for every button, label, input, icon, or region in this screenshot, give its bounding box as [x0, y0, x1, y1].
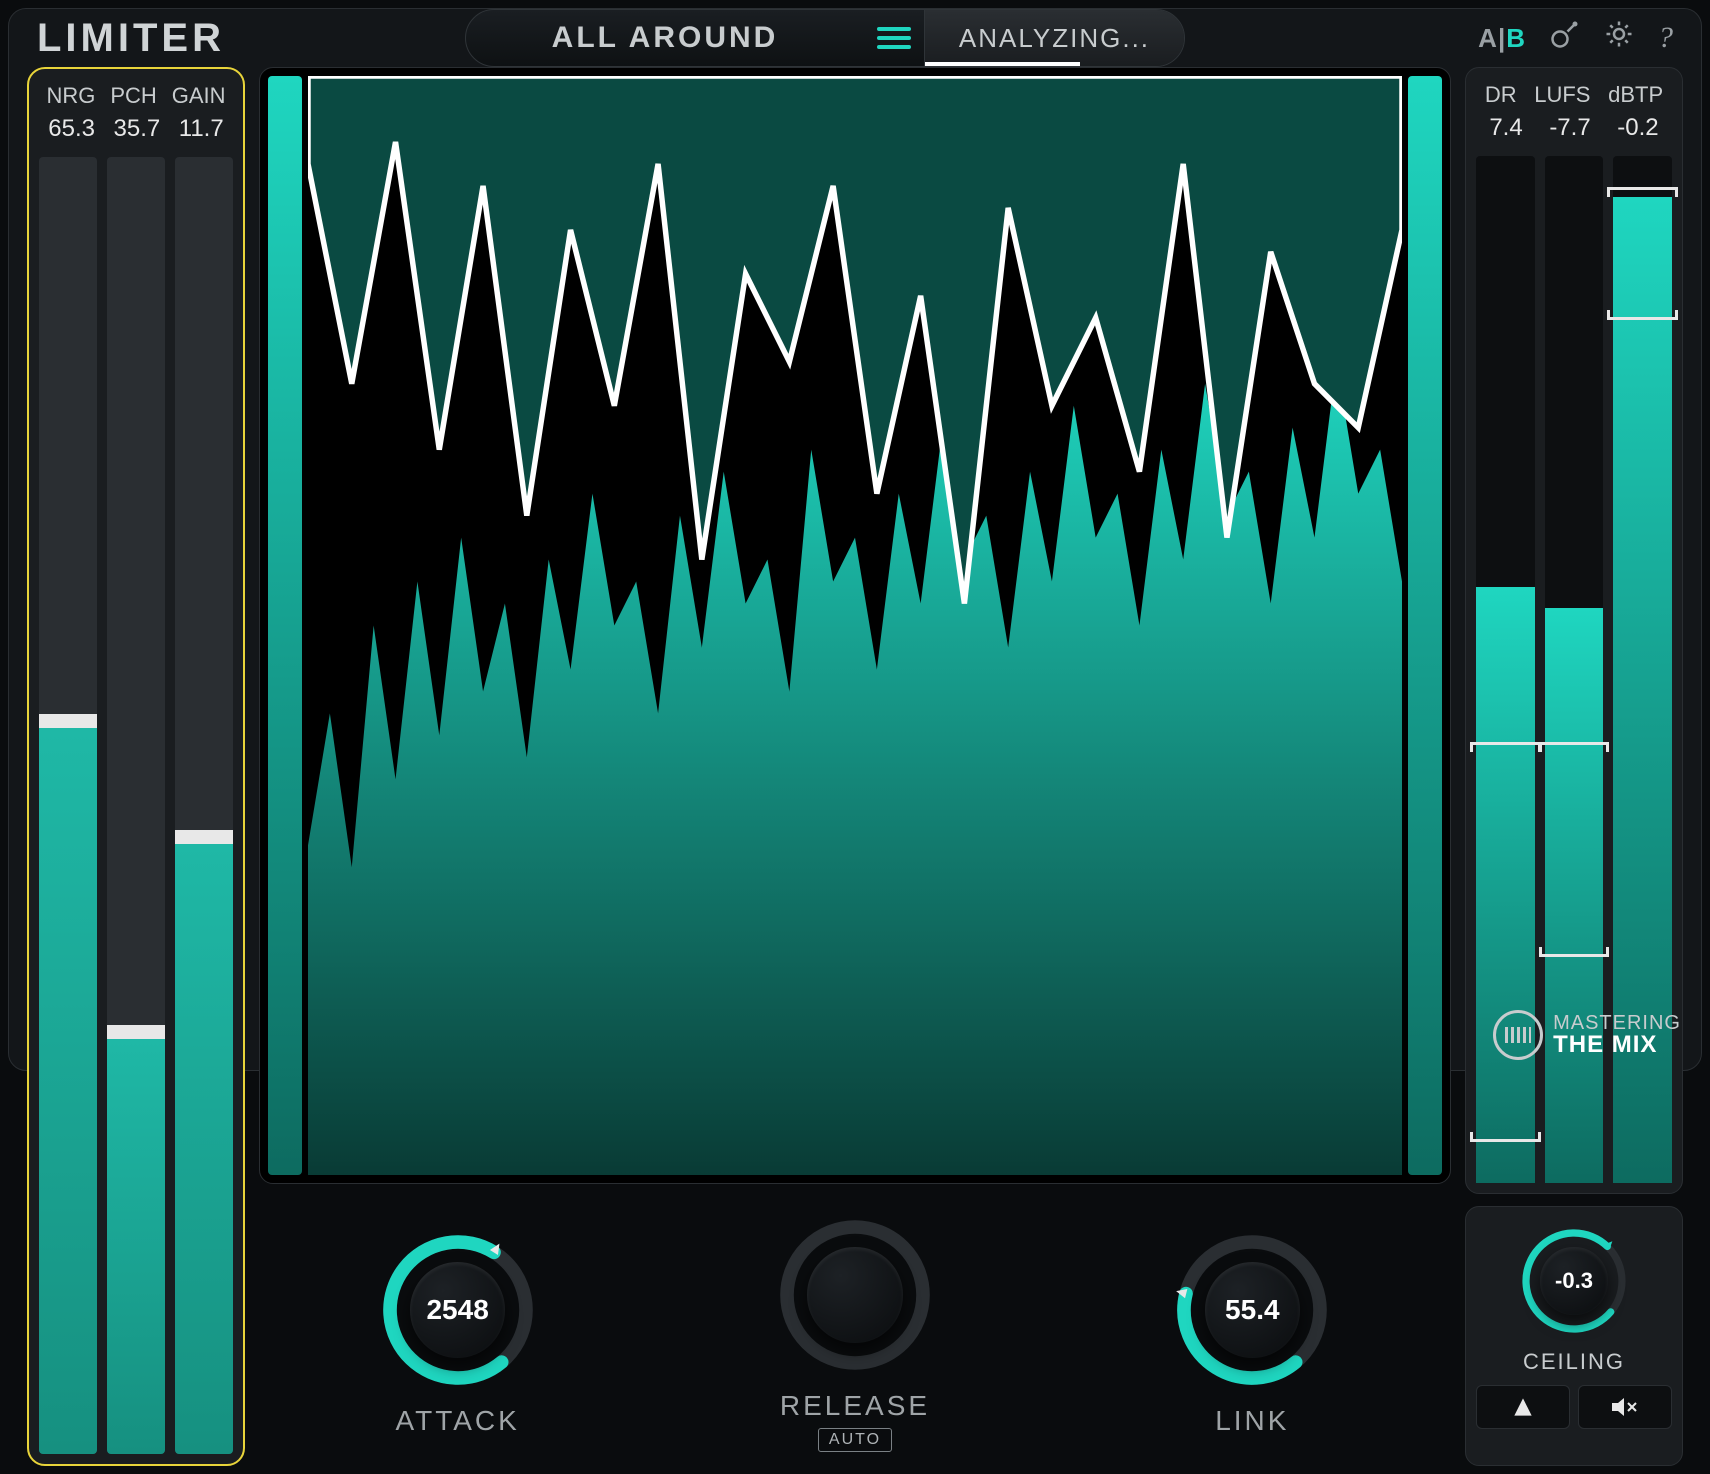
ceiling-panel: -0.3 CEILING	[1465, 1206, 1683, 1466]
dbtp-value: -0.2	[1617, 114, 1658, 142]
toolbar: A|B ?	[1478, 19, 1673, 57]
pch-slider[interactable]	[107, 157, 165, 1454]
ab-compare-button[interactable]: A|B	[1478, 23, 1526, 54]
dbtp-label: dBTP	[1608, 82, 1663, 108]
right-values: 7.4 -7.7 -0.2	[1476, 114, 1672, 142]
ceiling-label: CEILING	[1523, 1349, 1625, 1375]
pch-label: PCH	[110, 83, 156, 109]
release-label: RELEASE	[780, 1390, 930, 1422]
bypass-row	[1476, 1385, 1672, 1429]
gear-icon[interactable]	[1604, 19, 1634, 57]
nrg-slider[interactable]	[39, 157, 97, 1454]
nrg-label: NRG	[46, 83, 95, 109]
plugin-title: LIMITER	[37, 16, 225, 61]
ceiling-knob[interactable]: -0.3	[1514, 1221, 1634, 1341]
preset-selector[interactable]: ALL AROUND ANALYZING...	[465, 9, 1185, 67]
link-group: 55.4 LINK	[1167, 1225, 1337, 1437]
attack-label: ATTACK	[396, 1405, 520, 1437]
link-value: 55.4	[1205, 1262, 1300, 1357]
left-values: 65.3 35.7 11.7	[39, 115, 233, 143]
preset-menu-icon[interactable]	[864, 27, 924, 49]
gain-slider[interactable]	[175, 157, 233, 1454]
preset-name: ALL AROUND	[466, 21, 864, 55]
right-headers: DR LUFS dBTP	[1476, 82, 1672, 108]
mute-button[interactable]	[1578, 1385, 1672, 1429]
preset-status: ANALYZING...	[924, 10, 1184, 66]
brand-top: MASTERING	[1553, 1013, 1681, 1033]
center-panel: 2548 ATTACK RELEASE AUTO	[259, 67, 1451, 1466]
left-sliders	[39, 157, 233, 1454]
ceiling-value: -0.3	[1540, 1247, 1607, 1314]
top-bar: LIMITER ALL AROUND ANALYZING... A|B ?	[9, 9, 1701, 67]
link-knob[interactable]: 55.4	[1167, 1225, 1337, 1395]
nrg-value: 65.3	[48, 115, 95, 143]
left-headers: NRG PCH GAIN	[39, 83, 233, 109]
release-auto-badge[interactable]: AUTO	[818, 1428, 892, 1452]
gain-slider-fill	[175, 844, 233, 1454]
attack-value: 2548	[410, 1262, 505, 1357]
dr-value: 7.4	[1489, 114, 1522, 142]
gain-label: GAIN	[172, 83, 226, 109]
attack-group: 2548 ATTACK	[373, 1225, 543, 1437]
input-meters-panel: NRG PCH GAIN 65.3 35.7 11.7	[27, 67, 245, 1466]
pch-slider-fill	[107, 1039, 165, 1454]
brand-logo: MASTERING THE MIX	[1493, 1010, 1681, 1060]
gain-value: 11.7	[179, 115, 224, 143]
pch-value: 35.7	[114, 115, 161, 143]
knob-row: 2548 ATTACK RELEASE AUTO	[259, 1196, 1451, 1466]
lufs-label: LUFS	[1534, 82, 1590, 108]
release-knob[interactable]	[770, 1210, 940, 1380]
brand-bottom: THE MIX	[1553, 1033, 1681, 1057]
dr-label: DR	[1485, 82, 1517, 108]
waveform-right-meter	[1408, 76, 1442, 1175]
nrg-slider-fill	[39, 728, 97, 1454]
pch-slider-handle	[107, 1025, 165, 1039]
attack-knob[interactable]: 2548	[373, 1225, 543, 1395]
waveform-canvas	[308, 76, 1402, 1175]
link-label: LINK	[1215, 1405, 1289, 1437]
plugin-window: LIMITER ALL AROUND ANALYZING... A|B ? NR…	[8, 8, 1702, 1071]
gain-slider-handle	[175, 830, 233, 844]
output-panel: DR LUFS dBTP 7.4 -7.7 -0.2	[1465, 67, 1683, 1466]
delta-button[interactable]	[1476, 1385, 1570, 1429]
help-icon[interactable]: ?	[1658, 21, 1673, 55]
lufs-value: -7.7	[1549, 114, 1590, 142]
waveform-display	[259, 67, 1451, 1184]
waveform-left-meter	[268, 76, 302, 1175]
release-value	[807, 1247, 902, 1342]
nrg-slider-handle	[39, 714, 97, 728]
color-picker-icon[interactable]	[1550, 19, 1580, 57]
release-group: RELEASE AUTO	[770, 1210, 940, 1452]
brand-icon	[1493, 1010, 1543, 1060]
content: NRG PCH GAIN 65.3 35.7 11.7	[9, 67, 1701, 1474]
